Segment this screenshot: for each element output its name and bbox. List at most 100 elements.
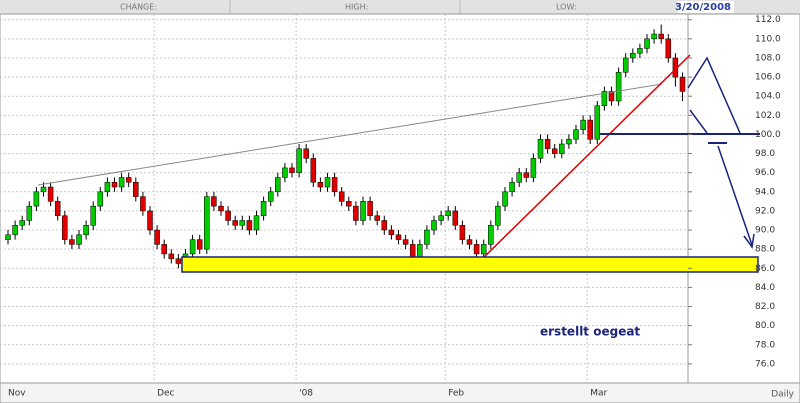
candle-body (239, 220, 246, 226)
candle-body (317, 181, 324, 188)
candle-body (147, 210, 153, 231)
y-tick-label: 86.0 (755, 264, 775, 274)
candle-body (551, 148, 558, 154)
candle-body (367, 201, 373, 216)
drawings (37, 54, 760, 273)
candle-body (19, 220, 25, 226)
candle-body (608, 91, 615, 102)
y-tick-label: 112.0 (755, 15, 781, 25)
candle-body (189, 239, 196, 255)
candle-body (296, 148, 302, 173)
candle-body (651, 33, 657, 40)
candle-body (658, 33, 664, 40)
candle-body (267, 191, 274, 202)
candle-body (69, 239, 75, 245)
candle-body (580, 119, 586, 130)
candle-body (54, 201, 61, 216)
y-tick-label: 88.0 (755, 245, 775, 255)
y-tick-label: 108.0 (755, 53, 781, 63)
candle-body (473, 244, 480, 255)
candle-body (424, 229, 430, 245)
candle-body (133, 181, 139, 197)
y-tick-label: 82.0 (755, 302, 775, 312)
candle-body (118, 177, 125, 188)
change-label: CHANGE: (120, 3, 157, 12)
candle-body (509, 181, 515, 193)
candle-body (679, 76, 686, 92)
candle-body (395, 234, 402, 240)
candle-body (33, 191, 40, 207)
candle-body (111, 181, 118, 188)
candle-body (431, 220, 437, 231)
candle-body (331, 177, 338, 193)
candle-body (26, 205, 33, 221)
candle-body (495, 205, 501, 226)
support-zone (181, 256, 759, 273)
trend-line (37, 83, 663, 186)
candle-body (211, 196, 217, 207)
candle-body (402, 239, 409, 245)
y-tick-label: 80.0 (755, 321, 775, 331)
candle-body (253, 215, 260, 231)
candle-body (630, 52, 636, 59)
x-tick-label: Dec (157, 389, 174, 399)
candle-body (12, 225, 18, 236)
candle-body (523, 172, 530, 178)
candle-body (346, 201, 352, 207)
y-tick-label: 84.0 (755, 283, 775, 293)
date: 3/20/2008 (675, 2, 731, 13)
candle-body (5, 234, 11, 240)
y-tick-label: 90.0 (755, 226, 775, 236)
candle-body (480, 244, 487, 255)
high-label: HIGH: (345, 3, 368, 12)
candle-body (260, 201, 267, 216)
date-box (678, 1, 734, 13)
candle-body (338, 191, 345, 202)
candle-body (232, 220, 238, 226)
period-label: Daily (771, 390, 794, 400)
low-label: LOW: (556, 3, 577, 12)
candle-body (40, 186, 47, 193)
y-tick-label: 92.0 (755, 206, 775, 216)
candle-body (76, 234, 82, 245)
candle-body (204, 196, 210, 250)
candle-body (97, 191, 104, 207)
candle-body (275, 177, 281, 193)
candle-body (196, 239, 203, 250)
candle-body (566, 138, 572, 145)
candle-body (488, 225, 494, 245)
candle-body (622, 57, 629, 73)
candle-body (665, 38, 672, 59)
candle-body (90, 205, 96, 226)
candle-body (587, 119, 593, 140)
candle-body (360, 201, 366, 221)
candle-body (161, 244, 167, 255)
arrow-head (743, 233, 755, 249)
candle-body (310, 158, 317, 183)
candle-body (289, 167, 295, 173)
annotation: erstellt oegeat (540, 325, 640, 339)
candle-body (303, 148, 309, 159)
projection (687, 56, 741, 134)
candle-body (140, 196, 146, 212)
arrow (717, 145, 753, 246)
candle-body (637, 48, 643, 54)
projection (689, 109, 708, 134)
candle-body (615, 72, 622, 102)
candle-body (388, 229, 395, 236)
candle-body (168, 253, 175, 259)
candle-body (324, 177, 331, 188)
candle-body (374, 215, 380, 221)
candle-body (83, 225, 89, 236)
header-bar (0, 0, 800, 14)
y-tick-label: 110.0 (755, 34, 781, 44)
x-axis-bar (0, 382, 800, 403)
candle-body (353, 205, 359, 221)
candle-body (125, 177, 132, 183)
y-tick-label: 78.0 (755, 340, 775, 350)
candle-body (559, 143, 565, 154)
candle-body (47, 186, 54, 202)
candle-body (282, 167, 288, 178)
candle-body (381, 220, 388, 231)
candle-body (516, 172, 522, 183)
